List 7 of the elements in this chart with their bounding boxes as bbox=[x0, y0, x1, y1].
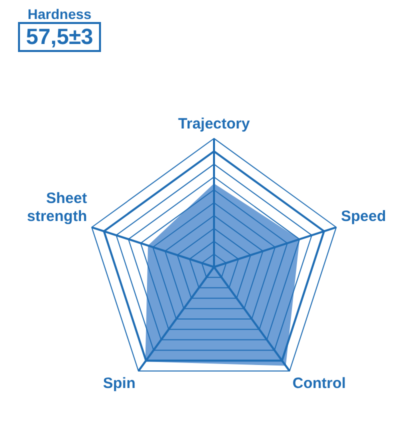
spoke-label: Trajectory bbox=[178, 116, 250, 133]
spoke-label: Spin bbox=[103, 375, 136, 392]
text: 57,5±3 bbox=[18, 22, 102, 52]
spoke-label: Sheet strength bbox=[27, 190, 87, 225]
spoke-label: Speed bbox=[341, 208, 386, 225]
text: Hardness bbox=[26, 6, 92, 22]
spoke-label: Control bbox=[292, 375, 346, 392]
